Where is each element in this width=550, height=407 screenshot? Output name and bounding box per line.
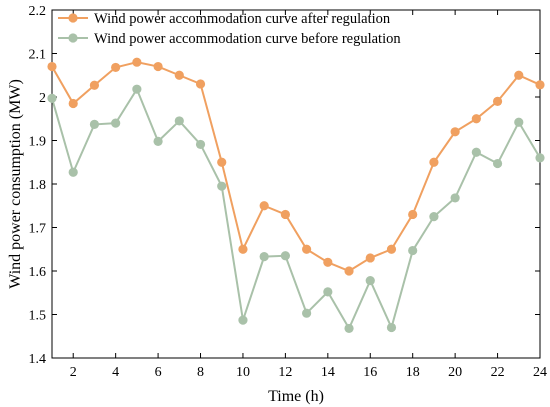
y-axis: 1.4 1.5 1.6 1.7 1.8 1.9 2 2.1 2.2 xyxy=(29,4,540,367)
data-point xyxy=(195,79,206,89)
y-tick-label: 2.1 xyxy=(29,48,47,63)
x-tick-label: 6 xyxy=(155,365,162,380)
data-point xyxy=(47,93,57,103)
data-point xyxy=(302,308,312,318)
y-tick-label: 1.8 xyxy=(29,178,47,193)
data-point xyxy=(259,252,269,262)
data-point xyxy=(280,251,290,261)
legend-label: Wind power accommodation curve after reg… xyxy=(94,11,391,27)
data-point xyxy=(408,209,418,220)
data-point xyxy=(153,61,163,72)
plot-frame xyxy=(51,9,541,359)
data-point xyxy=(514,70,524,80)
series-line xyxy=(51,61,541,273)
data-point xyxy=(174,116,184,126)
data-point xyxy=(344,266,354,276)
data-point xyxy=(514,117,524,127)
data-point xyxy=(386,244,397,254)
data-point xyxy=(535,80,545,90)
x-tick-label: 24 xyxy=(533,365,547,380)
data-point xyxy=(471,114,481,124)
data-point xyxy=(323,257,333,267)
data-point xyxy=(259,201,269,211)
x-tick-label: 22 xyxy=(491,365,505,380)
data-point xyxy=(365,275,375,286)
y-tick-label: 1.5 xyxy=(29,309,47,324)
y-tick-label: 1.7 xyxy=(29,222,47,237)
y-tick-label: 1.4 xyxy=(29,352,47,367)
y-tick-label: 2.2 xyxy=(29,4,47,19)
series-line xyxy=(51,86,541,331)
series-2 xyxy=(47,84,545,334)
data-point xyxy=(217,181,227,191)
y-axis-title: Wind power consumption (MW) xyxy=(7,79,24,289)
x-tick-label: 2 xyxy=(70,365,77,380)
series-1 xyxy=(47,57,545,276)
x-tick-label: 4 xyxy=(112,365,119,380)
data-point xyxy=(89,80,100,90)
legend-marker xyxy=(68,33,78,43)
data-point xyxy=(302,244,312,254)
legend-item-2: Wind power accommodation curve before re… xyxy=(58,31,401,47)
x-tick-label: 16 xyxy=(363,365,377,380)
data-point xyxy=(408,245,418,256)
data-point xyxy=(450,193,460,203)
data-point xyxy=(47,61,57,72)
series-layer xyxy=(47,57,545,334)
data-point xyxy=(68,167,78,177)
legend: Wind power accommodation curve after reg… xyxy=(58,11,401,47)
x-tick-label: 20 xyxy=(448,365,462,380)
data-point xyxy=(471,147,481,157)
x-tick-label: 8 xyxy=(197,365,204,380)
data-point xyxy=(492,158,503,169)
data-point xyxy=(535,153,545,163)
data-point xyxy=(365,253,375,263)
data-point xyxy=(429,157,439,167)
data-point xyxy=(174,70,184,80)
data-point xyxy=(111,118,121,128)
legend-label: Wind power accommodation curve before re… xyxy=(94,31,401,47)
data-point xyxy=(153,136,163,146)
data-point xyxy=(450,127,460,137)
data-point xyxy=(68,98,78,109)
y-tick-label: 1.9 xyxy=(29,135,47,150)
x-tick-label: 14 xyxy=(321,365,335,380)
legend-marker xyxy=(68,13,78,23)
x-axis: 2 4 6 8 10 12 14 16 18 20 22 24 xyxy=(70,10,547,380)
x-tick-label: 12 xyxy=(278,365,292,380)
x-tick-label: 18 xyxy=(406,365,420,380)
data-point xyxy=(344,323,354,334)
data-point xyxy=(492,96,503,106)
data-point xyxy=(280,209,290,220)
x-tick-label: 10 xyxy=(236,365,250,380)
data-point xyxy=(217,157,227,167)
data-point xyxy=(132,57,142,67)
y-tick-label: 1.6 xyxy=(29,265,47,280)
data-point xyxy=(323,287,333,297)
data-point xyxy=(238,315,248,325)
data-point xyxy=(195,139,206,150)
data-point xyxy=(132,84,142,94)
data-point xyxy=(386,322,397,333)
data-point xyxy=(238,244,248,254)
data-point xyxy=(111,62,121,73)
x-axis-title: Time (h) xyxy=(268,388,324,405)
y-tick-label: 2 xyxy=(39,91,46,106)
legend-item-1: Wind power accommodation curve after reg… xyxy=(58,11,391,27)
data-point xyxy=(429,212,439,222)
data-point xyxy=(89,119,100,130)
